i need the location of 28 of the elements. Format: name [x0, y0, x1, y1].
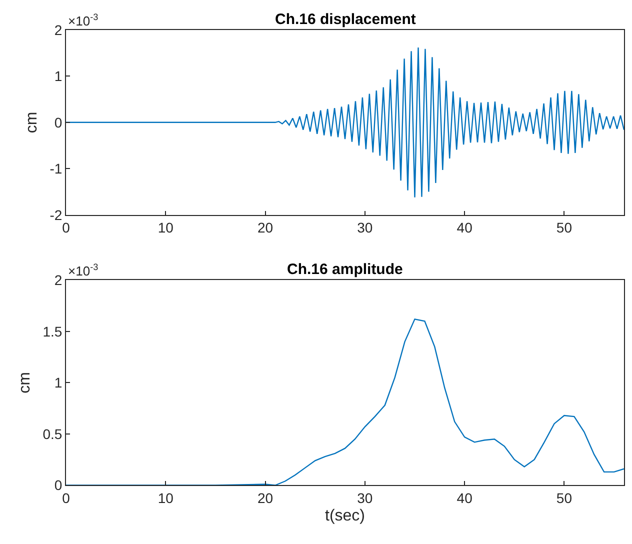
- x-tick-label: 20: [258, 490, 274, 506]
- x-tick-label: 20: [258, 220, 274, 236]
- text: ×10$^{-3}$: [68, 12, 98, 28]
- x-tick-label: 10: [158, 220, 174, 236]
- x-tick-label: 30: [357, 490, 373, 506]
- y-tick-label: -2: [50, 206, 62, 223]
- y-tick-label: 1: [54, 374, 62, 391]
- y-axis-title: cm: [24, 112, 41, 134]
- x-tick-label: 10: [158, 490, 174, 506]
- y-tick-label: 1: [54, 68, 62, 84]
- x-tick-label: 30: [357, 220, 373, 236]
- y-tick-label: 2: [54, 272, 62, 288]
- line-series: [66, 318, 624, 486]
- x-tick-label: 40: [456, 220, 473, 236]
- y-tick-label: 2: [54, 22, 62, 38]
- x-tick-label: 50: [556, 220, 572, 236]
- x-tick-label: 50: [556, 490, 572, 506]
- x-tick-label: 40: [456, 490, 473, 506]
- y-tick-label: -1: [50, 160, 62, 177]
- y-tick-label: 0: [54, 477, 62, 494]
- y-tick-label: 0.5: [42, 426, 62, 442]
- text: ×10$^{-3}$: [68, 262, 98, 278]
- y-tick-label: 1.5: [42, 323, 62, 340]
- chart-title: Ch.16 displacement: [275, 11, 416, 28]
- x-axis-title: t(sec): [325, 508, 365, 525]
- chart-title: Ch.16 amplitude: [287, 261, 403, 278]
- y-tick-label: 0: [54, 114, 62, 130]
- y-axis-title: cm: [16, 372, 34, 394]
